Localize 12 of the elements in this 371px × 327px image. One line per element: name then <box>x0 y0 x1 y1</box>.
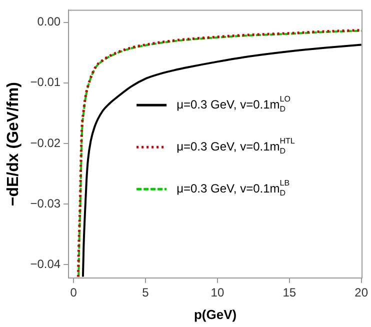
x-tick-label: 10 <box>210 286 224 300</box>
y-tick-label: −0.01 <box>30 75 61 90</box>
y-tick-label: −0.03 <box>30 196 61 210</box>
x-tick-label: 5 <box>142 286 150 300</box>
y-tick-label: −0.04 <box>30 256 61 271</box>
x-axis-title: p(GeV) <box>194 306 237 322</box>
y-tick-label: −0.02 <box>30 136 61 150</box>
y-axis-title: −dE/dx (GeV/fm) <box>5 82 22 206</box>
y-tick-label: 0.00 <box>37 14 61 29</box>
x-tick-label: 15 <box>282 286 296 300</box>
x-tick-label: 20 <box>354 286 368 300</box>
x-tick-label: 0 <box>70 286 78 300</box>
